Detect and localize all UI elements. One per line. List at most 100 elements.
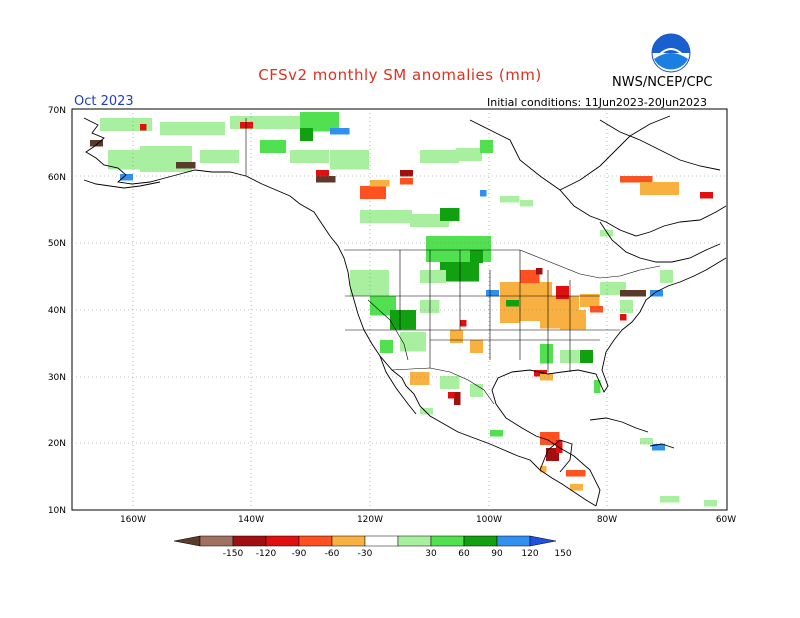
anomaly-cell xyxy=(332,118,339,125)
anomaly-cell xyxy=(399,216,406,223)
anomaly-cell xyxy=(666,182,673,189)
longitude-axis: 160W 140W 120W 100W 80W 60W xyxy=(120,515,736,525)
anomaly-cell xyxy=(362,163,369,170)
anomaly-cell xyxy=(540,466,547,473)
anomaly-cell xyxy=(366,216,373,223)
lon-tick: 100W xyxy=(476,515,502,525)
anomaly-cell xyxy=(416,378,423,385)
anomaly-cell xyxy=(540,374,547,381)
anomaly-cell xyxy=(560,323,567,330)
anomaly-cell xyxy=(653,188,660,195)
anomaly-cell xyxy=(433,276,440,283)
anomaly-cell xyxy=(640,182,647,189)
colorbar-swatch xyxy=(430,535,465,547)
anomaly-cell xyxy=(282,122,289,129)
anomaly-cell xyxy=(572,302,579,309)
anomaly-cell xyxy=(476,250,483,257)
anomaly-cell xyxy=(379,192,386,199)
anomaly-cell xyxy=(484,236,491,243)
anomaly-cell xyxy=(296,156,303,163)
anomaly-cell xyxy=(369,289,376,296)
anomaly-cell xyxy=(306,134,313,141)
anomaly-cell xyxy=(146,152,153,159)
anomaly-cell xyxy=(419,338,426,345)
anomaly-cell xyxy=(379,210,386,217)
anomaly-cell xyxy=(532,288,539,295)
anomaly-cell xyxy=(593,294,600,301)
anomaly-cell xyxy=(275,116,282,123)
colorbar-swatch xyxy=(265,535,300,547)
anomaly-cell xyxy=(471,242,478,249)
anomaly-cell xyxy=(206,150,213,157)
anomaly-cell xyxy=(376,296,383,303)
anomaly-cells xyxy=(90,112,717,507)
colorbar-label: 150 xyxy=(554,549,571,559)
anomaly-cell xyxy=(316,176,323,183)
anomaly-cell xyxy=(470,384,477,391)
anomaly-cell xyxy=(153,152,160,159)
anomaly-cell xyxy=(606,282,613,289)
anomaly-cell xyxy=(212,128,219,135)
anomaly-cell xyxy=(458,249,465,256)
anomaly-cell xyxy=(166,159,173,166)
colorbar-label: -30 xyxy=(358,549,373,559)
anomaly-cell xyxy=(409,323,416,330)
anomaly-cell xyxy=(626,306,633,313)
anomaly-cell xyxy=(580,294,587,301)
anomaly-cell xyxy=(186,128,193,135)
anomaly-cell xyxy=(288,116,295,123)
anomaly-cell xyxy=(484,255,491,262)
anomaly-cell xyxy=(218,128,225,135)
anomaly-cell xyxy=(166,122,173,129)
anomaly-cell xyxy=(179,146,186,153)
anomaly-cell xyxy=(506,288,513,295)
anomaly-cell xyxy=(140,146,147,153)
anomaly-cell xyxy=(416,372,423,379)
anomaly-cell xyxy=(213,156,220,163)
anomaly-cell xyxy=(179,152,186,159)
anomaly-cell xyxy=(273,140,280,147)
anomaly-cell xyxy=(560,310,567,317)
anomaly-cell xyxy=(326,118,333,125)
anomaly-cell xyxy=(440,262,447,269)
anomaly-cell xyxy=(532,308,539,315)
anomaly-cell xyxy=(446,156,453,163)
lon-tick: 80W xyxy=(597,515,617,525)
anomaly-cell xyxy=(672,182,679,189)
anomaly-cell xyxy=(426,150,433,157)
anomaly-cell xyxy=(330,128,337,135)
anomaly-cell xyxy=(153,159,160,166)
anomaly-cell xyxy=(556,440,563,447)
anomaly-cell xyxy=(113,118,120,125)
anomaly-cell xyxy=(519,282,526,289)
anomaly-cell xyxy=(126,118,133,125)
anomaly-cell xyxy=(433,270,440,277)
anomaly-cell xyxy=(439,270,446,277)
anomaly-cell xyxy=(400,170,407,177)
anomaly-cell xyxy=(420,156,427,163)
anomaly-cell xyxy=(532,282,539,289)
anomaly-cell xyxy=(300,118,307,125)
colorbar-label: -60 xyxy=(325,549,340,559)
anomaly-cell xyxy=(100,118,107,125)
anomaly-cell xyxy=(420,408,427,415)
anomaly-cell xyxy=(200,156,207,163)
anomaly-cell xyxy=(620,290,627,297)
anomaly-cell xyxy=(646,438,653,445)
anomaly-cell xyxy=(159,146,166,153)
anomaly-cell xyxy=(466,262,473,269)
anomaly-cell xyxy=(666,496,673,503)
anomaly-cell xyxy=(519,314,526,321)
anomaly-cell xyxy=(500,282,507,289)
anomaly-cell xyxy=(160,128,167,135)
anomaly-cell xyxy=(659,182,666,189)
colorbar-label: -150 xyxy=(223,549,244,559)
anomaly-cell xyxy=(426,236,433,243)
anomaly-cell xyxy=(559,296,566,303)
anomaly-cell xyxy=(593,300,600,307)
anomaly-cell xyxy=(166,128,173,135)
anomaly-cell xyxy=(606,230,613,237)
colorbar-arrow-right xyxy=(529,535,557,547)
anomaly-cell xyxy=(490,430,497,437)
anomaly-cell xyxy=(546,438,553,445)
